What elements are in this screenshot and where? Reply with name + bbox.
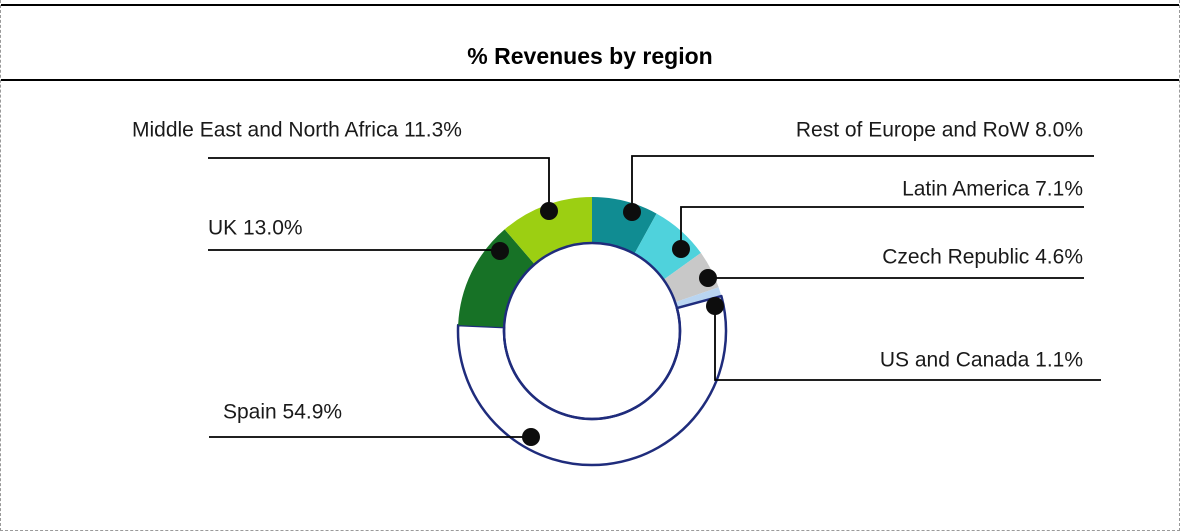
pie-slice-middle-east-and-north-africa: [504, 197, 592, 265]
slice-label-middle-east-and-north-africa: Middle East and North Africa 11.3%: [132, 119, 462, 142]
top-border-line: [1, 4, 1179, 6]
slice-label-latin-america: Latin America 7.1%: [902, 178, 1083, 201]
donut-inner-ring-outline: [502, 241, 682, 421]
leader-line-us-and-canada: [714, 306, 1101, 381]
pie-slice-latin-america: [634, 213, 701, 280]
data-point-marker-spain: [522, 428, 540, 446]
data-point-marker-rest-of-europe-and-row: [623, 203, 641, 221]
leader-line-middle-east-and-north-africa: [208, 157, 550, 211]
data-point-marker-middle-east-and-north-africa: [540, 202, 558, 220]
slice-label-rest-of-europe-and-row: Rest of Europe and RoW 8.0%: [796, 119, 1083, 142]
data-point-marker-uk: [491, 242, 509, 260]
slice-label-uk: UK 13.0%: [208, 217, 303, 240]
title-underline: [1, 79, 1179, 81]
slice-label-us-and-canada: US and Canada 1.1%: [880, 349, 1083, 372]
pie-slice-us-and-canada: [675, 287, 722, 309]
slice-label-czech-republic: Czech Republic 4.6%: [882, 246, 1083, 269]
pie-slice-czech-republic: [663, 252, 719, 303]
pie-slice-uk: [458, 229, 535, 328]
data-point-marker-us-and-canada: [706, 297, 724, 315]
chart-title: % Revenues by region: [467, 43, 713, 69]
data-point-marker-latin-america: [672, 240, 690, 258]
leader-line-rest-of-europe-and-row: [631, 155, 1094, 212]
leader-line-latin-america: [680, 206, 1084, 249]
data-point-marker-czech-republic: [699, 269, 717, 287]
slice-label-spain: Spain 54.9%: [223, 401, 342, 424]
